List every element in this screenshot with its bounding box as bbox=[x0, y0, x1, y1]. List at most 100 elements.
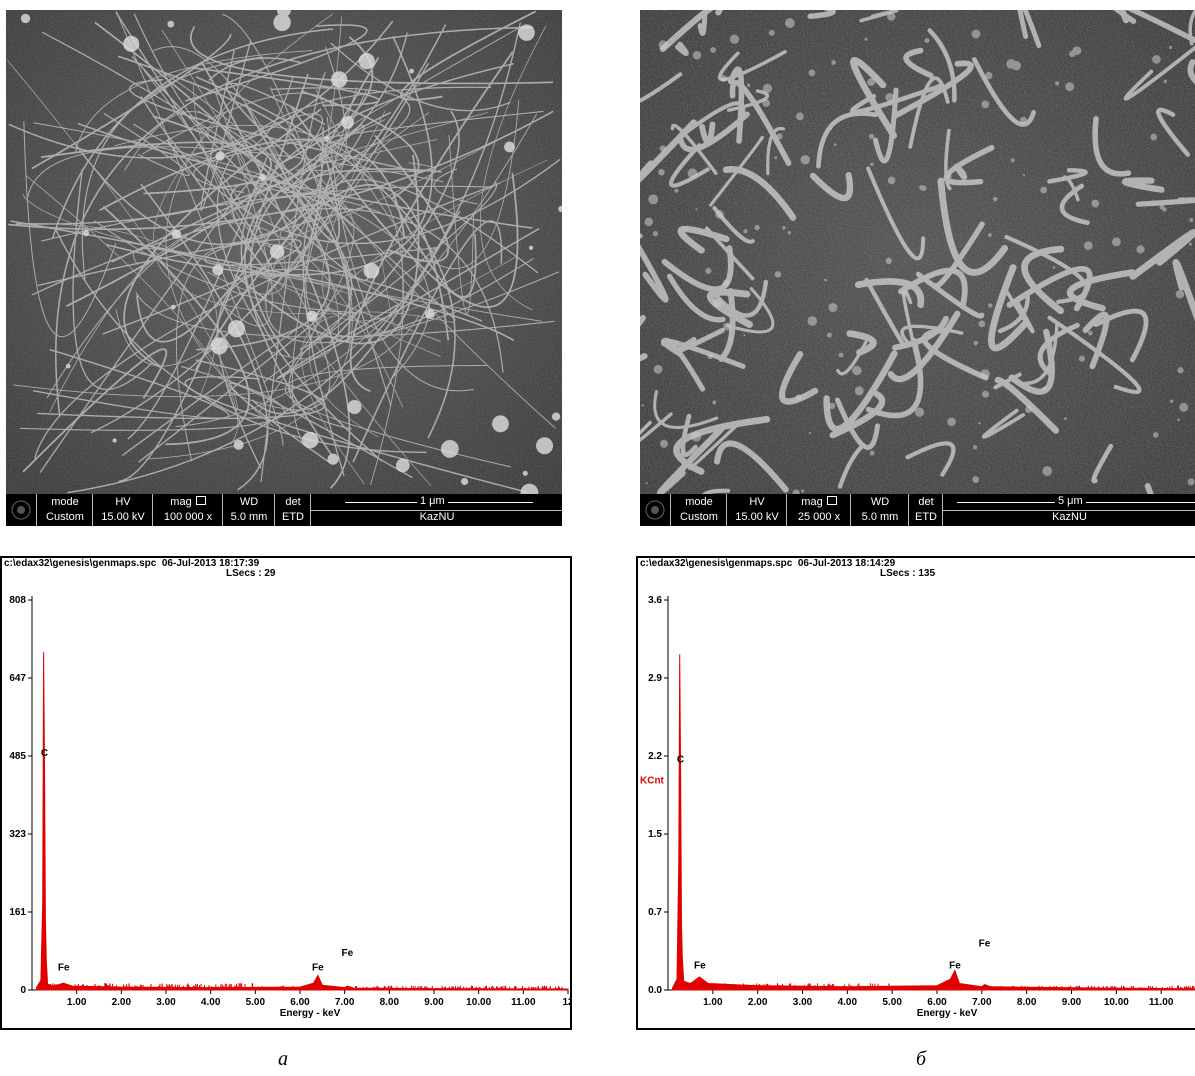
x-tick-label: 11.00 bbox=[1149, 997, 1174, 1008]
sem-mag-label: mag bbox=[801, 496, 823, 508]
sem-det-value: ETD bbox=[915, 511, 937, 523]
peak-label: C bbox=[41, 748, 48, 759]
sem-mode-value: Custom bbox=[46, 511, 84, 523]
mag-box-icon bbox=[195, 496, 206, 505]
eds-spectrum-a: c:\edax32\genesis\genmaps.spc 06-Jul-201… bbox=[0, 556, 572, 1030]
x-tick-label: 7.00 bbox=[972, 997, 992, 1008]
sem-mode-label: mode bbox=[685, 496, 713, 508]
sem-logo-icon bbox=[11, 500, 31, 520]
x-tick-label: 11.00 bbox=[511, 997, 536, 1008]
sem-logo-icon bbox=[645, 500, 665, 520]
sem-wd-label: WD bbox=[239, 496, 259, 508]
eds-header-a: c:\edax32\genesis\genmaps.spc 06-Jul-201… bbox=[4, 558, 259, 569]
y-tick-label: 1.5 bbox=[648, 829, 662, 840]
sem-hv-value: 15.00 kV bbox=[101, 511, 145, 523]
sem-hv-label: HV bbox=[749, 496, 765, 508]
scale-divider bbox=[943, 510, 1195, 511]
peak-label: Fe bbox=[342, 948, 354, 959]
scale-bar-label: 5 μm bbox=[1055, 495, 1086, 508]
sem-mag-label: mag bbox=[170, 496, 192, 508]
sem-image-texture-a bbox=[6, 10, 562, 496]
x-tick-label: 9.00 bbox=[1062, 997, 1082, 1008]
panel-caption-a: а bbox=[278, 1048, 288, 1070]
eds-file: c:\edax32\genesis\genmaps.spc bbox=[640, 558, 793, 569]
x-tick-label: 10.00 bbox=[1104, 997, 1129, 1008]
x-tick-label: 4.00 bbox=[838, 997, 858, 1008]
x-axis-label: Energy - keV bbox=[280, 1008, 341, 1019]
y-tick-label: 161 bbox=[9, 907, 26, 918]
sem-det-label: det bbox=[918, 496, 934, 508]
sem-wd-cell: WD 5.0 mm bbox=[222, 494, 275, 526]
eds-spectrum-b: c:\edax32\genesis\genmaps.spc 06-Jul-201… bbox=[636, 556, 1195, 1030]
y-tick-label: 485 bbox=[9, 751, 26, 762]
x-tick-label: 8.00 bbox=[1017, 997, 1037, 1008]
sem-det-label: det bbox=[285, 496, 301, 508]
mag-box-icon bbox=[826, 496, 837, 505]
x-tick-label: 1.00 bbox=[703, 997, 723, 1008]
x-tick-label: 5.00 bbox=[882, 997, 902, 1008]
peak-label: C bbox=[677, 755, 684, 766]
y-axis-label: KCnt bbox=[640, 775, 665, 786]
sem-mode-value: Custom bbox=[680, 511, 718, 523]
sem-micrograph-a bbox=[6, 10, 562, 496]
eds-lsecs: LSecs : 135 bbox=[880, 568, 936, 579]
scale-bar-label: 1 μm bbox=[417, 495, 448, 508]
x-tick-label: 4.00 bbox=[201, 997, 221, 1008]
sem-wd-value: 5.0 mm bbox=[861, 511, 899, 523]
spectrum-series bbox=[672, 654, 1195, 991]
sem-hv-label: HV bbox=[115, 496, 131, 508]
sem-institution: KazNU bbox=[1052, 511, 1087, 523]
sem-det-value: ETD bbox=[282, 511, 304, 523]
sem-institution: KazNU bbox=[419, 511, 455, 523]
x-tick-label: 6.00 bbox=[290, 997, 310, 1008]
x-axis-label: Energy - keV bbox=[917, 1008, 978, 1019]
eds-plot-b: 3.6 2.9 2.2 1.5 0.7 0.0 1.00 2.00 3.00 4.00 5.00 6.… bbox=[640, 595, 1195, 1019]
sem-mode-cell: mode Custom bbox=[36, 494, 93, 526]
y-tick-label: 0 bbox=[20, 985, 26, 996]
sem-wd-label: WD bbox=[870, 496, 890, 508]
spectrum-series bbox=[36, 652, 569, 991]
x-tick-label: 9.00 bbox=[424, 997, 444, 1008]
peak-label: Fe bbox=[58, 963, 70, 974]
sem-hv-cell: HV 15.00 kV bbox=[726, 494, 787, 526]
y-tick-label: 3.6 bbox=[648, 595, 662, 606]
peak-label: Fe bbox=[312, 963, 324, 974]
x-tick-label: 2.00 bbox=[748, 997, 768, 1008]
eds-header-b: c:\edax32\genesis\genmaps.spc 06-Jul-201… bbox=[640, 558, 895, 569]
x-tick-label: 7.00 bbox=[335, 997, 355, 1008]
figure-panel-a: mode Custom HV 15.00 kV mag 100 000 x WD… bbox=[0, 0, 575, 1076]
y-tick-label: 2.9 bbox=[648, 673, 662, 684]
eds-lsecs: LSecs : 29 bbox=[226, 568, 276, 579]
sem-mode-cell: mode Custom bbox=[670, 494, 727, 526]
y-tick-label: 808 bbox=[9, 595, 26, 606]
sem-wd-cell: WD 5.0 mm bbox=[850, 494, 909, 526]
sem-info-bar-b: mode Custom HV 15.00 kV mag 25 000 x WD … bbox=[640, 494, 1195, 526]
x-tick-label: 8.00 bbox=[380, 997, 400, 1008]
peak-label: Fe bbox=[979, 939, 991, 950]
eds-datetime: 06-Jul-2013 18:14:29 bbox=[797, 558, 896, 569]
sem-mag-value: 100 000 x bbox=[163, 511, 213, 523]
x-tick-label: 2.00 bbox=[112, 997, 132, 1008]
sem-hv-value: 15.00 kV bbox=[735, 511, 779, 523]
sem-hv-cell: HV 15.00 kV bbox=[92, 494, 153, 526]
sem-mag-cell: mag 25 000 x bbox=[786, 494, 851, 526]
sem-image-texture-b bbox=[640, 10, 1195, 496]
y-tick-label: 323 bbox=[9, 829, 26, 840]
sem-scale-bar-b: 5 μm KazNU bbox=[942, 494, 1195, 526]
x-tick-label: 12 bbox=[562, 997, 570, 1008]
eds-plot-a: 808 647 485 323 161 0 1.00 2.00 3.00 4.00 5.00 6.00… bbox=[9, 595, 570, 1019]
x-tick-label: 10.00 bbox=[466, 997, 491, 1008]
panel-caption-b: б bbox=[916, 1048, 927, 1070]
sem-mode-label: mode bbox=[51, 496, 79, 508]
sem-wd-value: 5.0 mm bbox=[230, 511, 268, 523]
x-tick-label: 6.00 bbox=[927, 997, 947, 1008]
peak-label: Fe bbox=[694, 960, 706, 971]
x-tick-label: 3.00 bbox=[156, 997, 176, 1008]
sem-scale-bar-a: 1 μm KazNU bbox=[310, 494, 563, 526]
eds-file: c:\edax32\genesis\genmaps.spc bbox=[4, 558, 157, 569]
x-tick-label: 3.00 bbox=[793, 997, 813, 1008]
x-tick-label: 5.00 bbox=[246, 997, 266, 1008]
y-tick-label: 2.2 bbox=[648, 751, 662, 762]
peak-label: Fe bbox=[949, 960, 961, 971]
y-tick-label: 0.7 bbox=[648, 907, 662, 918]
